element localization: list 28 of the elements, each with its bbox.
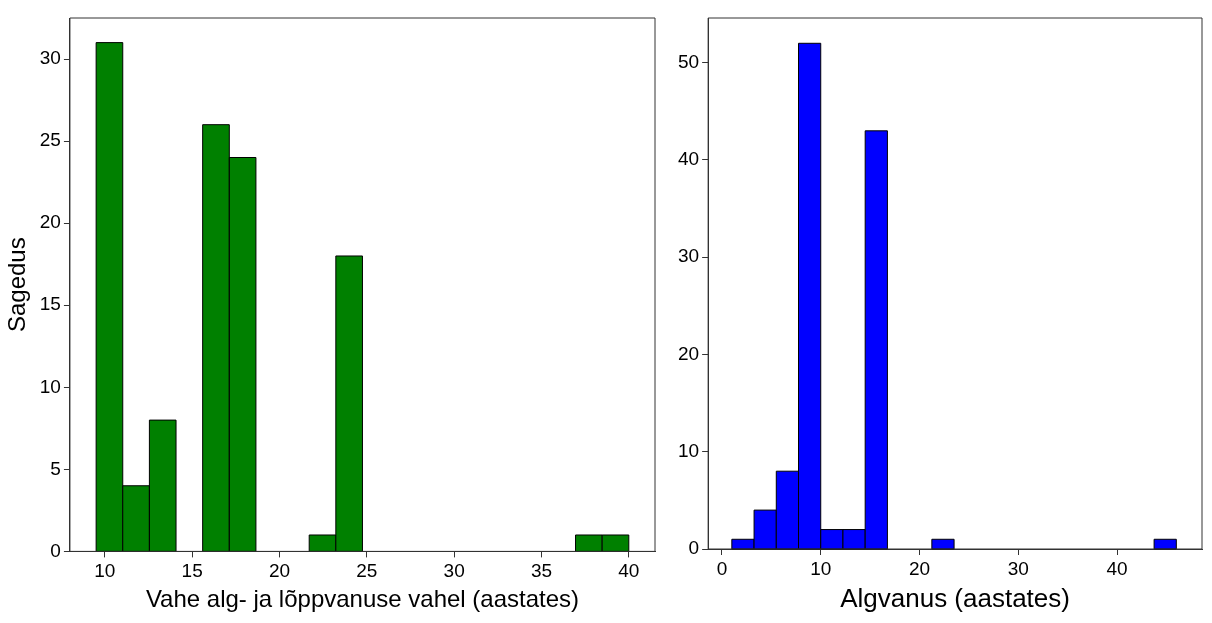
x-tick-label: 15 [181, 560, 203, 582]
x-tick-label: 20 [908, 557, 931, 579]
x-tick-label: 25 [356, 560, 378, 582]
y-tick-label: 30 [39, 47, 61, 69]
y-tick-label: 25 [39, 129, 61, 151]
y-tick-label: 10 [39, 375, 61, 397]
y-tick-label: 30 [677, 245, 700, 267]
y-tick-label: 5 [50, 457, 61, 479]
x-tick-label: 10 [94, 560, 116, 582]
x-tick-label: 20 [268, 560, 291, 582]
x-tick-label: 35 [530, 560, 553, 582]
y-tick-label: 0 [50, 539, 61, 561]
x-tick-label: 30 [1007, 557, 1029, 579]
x-axis-title: Algvanus (aastates) [840, 582, 1070, 613]
y-tick-label: 20 [677, 342, 700, 364]
y-tick-label: 15 [39, 293, 61, 315]
x-tick-label: 0 [716, 557, 728, 579]
x-axis-title: Vahe alg- ja lõppvanuse vahel (aastates) [145, 585, 580, 613]
y-tick-label: 0 [688, 537, 700, 559]
y-tick-label: 10 [677, 439, 700, 461]
x-tick-label: 10 [810, 557, 832, 579]
y-tick-label: 40 [677, 148, 700, 170]
y-tick-label: 20 [39, 211, 61, 233]
y-tick-label: 50 [677, 50, 700, 72]
x-tick-label: 40 [618, 560, 640, 582]
x-tick-label: 40 [1106, 557, 1128, 579]
y-axis-title: Sagedus [3, 237, 31, 333]
x-tick-label: 30 [443, 560, 465, 582]
